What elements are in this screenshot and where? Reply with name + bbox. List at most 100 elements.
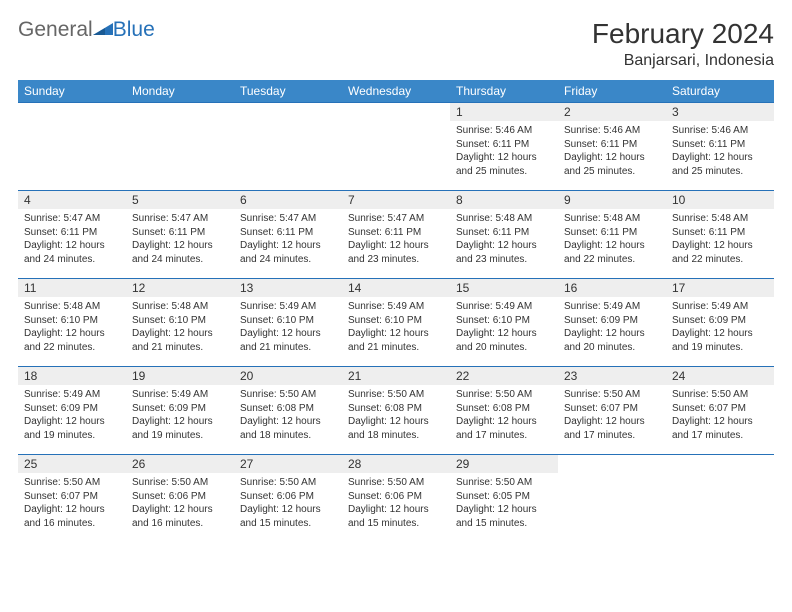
day-details: Sunrise: 5:46 AMSunset: 6:11 PMDaylight:… [666,121,774,181]
daylight-text: Daylight: 12 hours and 16 minutes. [24,503,120,530]
sunset-text: Sunset: 6:10 PM [456,314,552,328]
day-details: Sunrise: 5:49 AMSunset: 6:09 PMDaylight:… [666,297,774,357]
day-header-monday: Monday [126,80,234,103]
day-details: Sunrise: 5:50 AMSunset: 6:08 PMDaylight:… [450,385,558,445]
daylight-text: Daylight: 12 hours and 15 minutes. [456,503,552,530]
day-header-tuesday: Tuesday [234,80,342,103]
page-header: General Blue February 2024 Banjarsari, I… [18,18,774,70]
sunrise-text: Sunrise: 5:49 AM [456,300,552,314]
calendar-cell: 14Sunrise: 5:49 AMSunset: 6:10 PMDayligh… [342,279,450,367]
daylight-text: Daylight: 12 hours and 19 minutes. [24,415,120,442]
calendar-cell: 7Sunrise: 5:47 AMSunset: 6:11 PMDaylight… [342,191,450,279]
day-number: 23 [558,367,666,385]
day-number: 11 [18,279,126,297]
calendar-cell: 28Sunrise: 5:50 AMSunset: 6:06 PMDayligh… [342,455,450,543]
sunrise-text: Sunrise: 5:50 AM [672,388,768,402]
calendar-cell: 3Sunrise: 5:46 AMSunset: 6:11 PMDaylight… [666,103,774,191]
day-number: 19 [126,367,234,385]
sunrise-text: Sunrise: 5:49 AM [132,388,228,402]
calendar-cell: 29Sunrise: 5:50 AMSunset: 6:05 PMDayligh… [450,455,558,543]
sunset-text: Sunset: 6:11 PM [672,138,768,152]
calendar-cell: 2Sunrise: 5:46 AMSunset: 6:11 PMDaylight… [558,103,666,191]
calendar-cell: 15Sunrise: 5:49 AMSunset: 6:10 PMDayligh… [450,279,558,367]
day-details: Sunrise: 5:49 AMSunset: 6:09 PMDaylight:… [558,297,666,357]
day-number: 28 [342,455,450,473]
sunrise-text: Sunrise: 5:50 AM [240,476,336,490]
sunrise-text: Sunrise: 5:49 AM [564,300,660,314]
sunset-text: Sunset: 6:10 PM [348,314,444,328]
sunset-text: Sunset: 6:11 PM [132,226,228,240]
day-number: 21 [342,367,450,385]
daylight-text: Daylight: 12 hours and 20 minutes. [456,327,552,354]
sunset-text: Sunset: 6:08 PM [456,402,552,416]
sunset-text: Sunset: 6:11 PM [672,226,768,240]
brand-mark-icon [93,19,113,42]
calendar-cell: 13Sunrise: 5:49 AMSunset: 6:10 PMDayligh… [234,279,342,367]
day-number: 3 [666,103,774,121]
calendar-week-row: 25Sunrise: 5:50 AMSunset: 6:07 PMDayligh… [18,455,774,543]
day-header-friday: Friday [558,80,666,103]
sunset-text: Sunset: 6:11 PM [240,226,336,240]
calendar-week-row: 18Sunrise: 5:49 AMSunset: 6:09 PMDayligh… [18,367,774,455]
sunrise-text: Sunrise: 5:46 AM [456,124,552,138]
day-details: Sunrise: 5:47 AMSunset: 6:11 PMDaylight:… [234,209,342,269]
daylight-text: Daylight: 12 hours and 21 minutes. [348,327,444,354]
day-number: 22 [450,367,558,385]
daylight-text: Daylight: 12 hours and 24 minutes. [240,239,336,266]
day-number: 8 [450,191,558,209]
day-number: 26 [126,455,234,473]
day-details: Sunrise: 5:48 AMSunset: 6:11 PMDaylight:… [558,209,666,269]
sunset-text: Sunset: 6:11 PM [564,226,660,240]
calendar-header-row: Sunday Monday Tuesday Wednesday Thursday… [18,80,774,103]
sunset-text: Sunset: 6:11 PM [456,226,552,240]
calendar-cell: 27Sunrise: 5:50 AMSunset: 6:06 PMDayligh… [234,455,342,543]
day-number: 16 [558,279,666,297]
day-details: Sunrise: 5:49 AMSunset: 6:10 PMDaylight:… [450,297,558,357]
daylight-text: Daylight: 12 hours and 22 minutes. [672,239,768,266]
daylight-text: Daylight: 12 hours and 23 minutes. [456,239,552,266]
calendar-cell: 4Sunrise: 5:47 AMSunset: 6:11 PMDaylight… [18,191,126,279]
brand-general-text: General [18,18,93,42]
calendar-cell [234,103,342,191]
day-number: 9 [558,191,666,209]
sunrise-text: Sunrise: 5:48 AM [456,212,552,226]
daylight-text: Daylight: 12 hours and 25 minutes. [672,151,768,178]
day-details: Sunrise: 5:48 AMSunset: 6:11 PMDaylight:… [450,209,558,269]
sunset-text: Sunset: 6:08 PM [240,402,336,416]
sunrise-text: Sunrise: 5:46 AM [672,124,768,138]
day-number: 13 [234,279,342,297]
sunrise-text: Sunrise: 5:48 AM [672,212,768,226]
day-number: 17 [666,279,774,297]
day-details: Sunrise: 5:49 AMSunset: 6:09 PMDaylight:… [126,385,234,445]
calendar-cell: 23Sunrise: 5:50 AMSunset: 6:07 PMDayligh… [558,367,666,455]
daylight-text: Daylight: 12 hours and 20 minutes. [564,327,660,354]
sunset-text: Sunset: 6:09 PM [24,402,120,416]
daylight-text: Daylight: 12 hours and 21 minutes. [132,327,228,354]
daylight-text: Daylight: 12 hours and 25 minutes. [456,151,552,178]
daylight-text: Daylight: 12 hours and 17 minutes. [564,415,660,442]
calendar-cell: 26Sunrise: 5:50 AMSunset: 6:06 PMDayligh… [126,455,234,543]
day-header-sunday: Sunday [18,80,126,103]
calendar-cell: 9Sunrise: 5:48 AMSunset: 6:11 PMDaylight… [558,191,666,279]
day-details: Sunrise: 5:49 AMSunset: 6:10 PMDaylight:… [234,297,342,357]
sunrise-text: Sunrise: 5:50 AM [348,476,444,490]
sunrise-text: Sunrise: 5:46 AM [564,124,660,138]
calendar-cell: 10Sunrise: 5:48 AMSunset: 6:11 PMDayligh… [666,191,774,279]
day-number: 4 [18,191,126,209]
day-details: Sunrise: 5:50 AMSunset: 6:07 PMDaylight:… [666,385,774,445]
daylight-text: Daylight: 12 hours and 24 minutes. [132,239,228,266]
day-header-thursday: Thursday [450,80,558,103]
daylight-text: Daylight: 12 hours and 24 minutes. [24,239,120,266]
calendar-body: 1Sunrise: 5:46 AMSunset: 6:11 PMDaylight… [18,103,774,543]
sunset-text: Sunset: 6:10 PM [24,314,120,328]
day-details: Sunrise: 5:46 AMSunset: 6:11 PMDaylight:… [450,121,558,181]
calendar-cell [18,103,126,191]
day-number: 7 [342,191,450,209]
day-header-saturday: Saturday [666,80,774,103]
day-details: Sunrise: 5:50 AMSunset: 6:06 PMDaylight:… [342,473,450,533]
day-number: 29 [450,455,558,473]
sunrise-text: Sunrise: 5:49 AM [24,388,120,402]
day-number: 24 [666,367,774,385]
calendar-week-row: 4 Sunrise: 5:47 AMSunset: 6:11 PMDaylight… [18,191,774,279]
calendar-cell: 11Sunrise: 5:48 AMSunset: 6:10 PMDayligh… [18,279,126,367]
